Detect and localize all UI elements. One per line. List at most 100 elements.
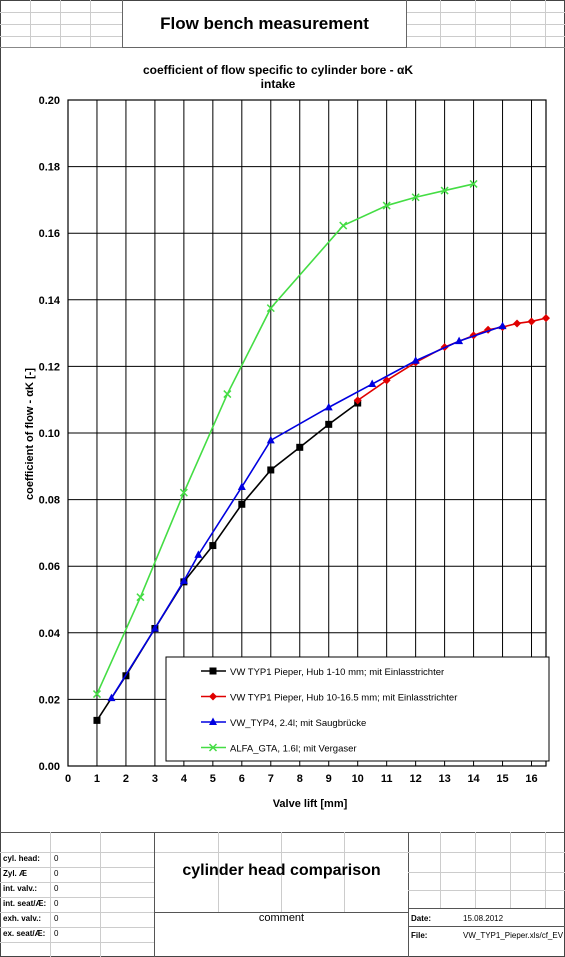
file-value: VW_TYP1_Pieper.xls/cf_EV — [463, 931, 563, 940]
field-label-ex-seat: ex. seat/Æ: — [3, 929, 46, 938]
x-axis-label: Valve lift [mm] — [273, 798, 348, 810]
x-tick-label: 9 — [326, 773, 332, 785]
y-tick-label: 0.00 — [39, 761, 60, 773]
footer: cyl. head: 0 Zyl. Æ 0 int. valv.: 0 int.… — [0, 832, 565, 957]
data-point — [382, 201, 391, 210]
field-value-int-valv: 0 — [54, 884, 59, 893]
y-tick-label: 0.08 — [39, 495, 60, 507]
field-value-zyl: 0 — [54, 869, 59, 878]
series-group — [92, 179, 550, 724]
y-tick-label: 0.18 — [39, 162, 60, 174]
data-point — [411, 193, 420, 202]
field-label-exh-valv: exh. valv.: — [3, 914, 42, 923]
y-tick-label: 0.12 — [39, 361, 60, 373]
y-tick-label: 0.04 — [39, 628, 61, 640]
data-point — [194, 550, 203, 558]
chart-title: coefficient of flow specific to cylinder… — [143, 63, 413, 77]
x-tick-label: 13 — [438, 773, 450, 785]
x-tick-label: 3 — [152, 773, 158, 785]
y-tick-label: 0.06 — [39, 561, 60, 573]
legend-marker — [209, 692, 217, 701]
data-point — [93, 716, 101, 724]
legend-item: VW TYP1 Pieper, Hub 10-16.5 mm; mit Einl… — [201, 692, 457, 704]
legend-marker — [209, 667, 217, 675]
data-point — [267, 466, 275, 474]
data-point — [107, 693, 116, 702]
x-tick-label: 0 — [65, 773, 71, 785]
legend-item: VW_TYP4, 2.4l; mit Saugbrücke — [201, 717, 366, 729]
data-point — [339, 221, 348, 230]
x-tick-label: 7 — [268, 773, 274, 785]
x-tick-label: 11 — [381, 773, 393, 785]
field-label-zyl: Zyl. Æ — [3, 869, 28, 878]
data-point — [209, 542, 217, 550]
x-tick-label: 5 — [210, 773, 216, 785]
data-point — [325, 420, 333, 428]
file-label: File: — [411, 931, 428, 940]
field-value-int-seat: 0 — [54, 899, 59, 908]
x-tick-label: 8 — [297, 773, 303, 785]
x-tick-label: 1 — [94, 773, 100, 785]
data-point — [498, 321, 507, 330]
data-point — [324, 402, 333, 411]
y-axis-label: coefficient of flow - αK [-] — [24, 368, 36, 500]
date-value: 15.08.2012 — [463, 914, 504, 923]
legend-marker — [209, 717, 217, 725]
page-title: Flow bench measurement — [122, 0, 407, 48]
legend-label: VW TYP1 Pieper, Hub 10-16.5 mm; mit Einl… — [230, 693, 457, 704]
data-point — [455, 336, 464, 345]
legend-label: ALFA_GTA, 1.6l; mit Vergaser — [230, 744, 357, 755]
field-label-cyl-head: cyl. head: — [3, 854, 40, 863]
data-point — [150, 623, 159, 632]
y-tick-label: 0.20 — [39, 95, 60, 107]
series-2 — [107, 321, 507, 702]
data-point — [382, 376, 391, 385]
y-tick-label: 0.10 — [39, 428, 60, 440]
data-point — [368, 379, 377, 388]
data-point — [238, 500, 246, 508]
footer-comment: comment — [258, 912, 305, 924]
field-value-ex-seat: 0 — [54, 929, 59, 938]
data-point — [136, 593, 145, 602]
data-point — [542, 314, 550, 323]
x-tick-label: 12 — [410, 773, 422, 785]
data-point — [223, 390, 232, 399]
x-tick-label: 6 — [239, 773, 245, 785]
data-point — [527, 317, 536, 326]
data-point — [440, 186, 449, 195]
axis-ticks: 0 1 2 3 4 5 6 7 8 9 10 11 12 13 14 15 160.000.020.040.06… — [39, 95, 538, 785]
series-line — [96, 183, 474, 695]
field-value-exh-valv: 0 — [54, 914, 59, 923]
field-value-cyl-head: 0 — [54, 854, 59, 863]
data-point — [266, 304, 275, 313]
y-tick-label: 0.16 — [39, 228, 60, 240]
y-tick-label: 0.14 — [39, 295, 61, 307]
field-label-int-valv: int. valv.: — [3, 884, 38, 893]
legend: VW TYP1 Pieper, Hub 1-10 mm; mit Einlass… — [165, 656, 550, 762]
x-tick-label: 15 — [496, 773, 508, 785]
legend-marker — [208, 743, 218, 752]
x-tick-label: 2 — [123, 773, 129, 785]
y-tick-label: 0.02 — [39, 694, 60, 706]
x-tick-label: 16 — [525, 773, 537, 785]
legend-box — [165, 656, 550, 762]
series-3 — [92, 179, 478, 699]
x-tick-label: 4 — [181, 773, 188, 785]
data-point — [513, 319, 522, 328]
data-point — [296, 443, 304, 451]
data-point — [469, 179, 478, 188]
legend-label: VW_TYP4, 2.4l; mit Saugbrücke — [230, 718, 366, 729]
data-point — [266, 435, 275, 444]
field-label-int-seat: int. seat/Æ: — [3, 899, 47, 908]
flow-chart: coefficient of flow specific to cylinder… — [24, 63, 550, 810]
data-point — [179, 488, 188, 497]
data-point — [237, 482, 246, 490]
legend-label: VW TYP1 Pieper, Hub 1-10 mm; mit Einlass… — [230, 667, 444, 678]
chart-subtitle: intake — [261, 77, 296, 91]
footer-title: cylinder head comparison — [182, 862, 381, 879]
series-line — [357, 317, 547, 402]
legend-item: ALFA_GTA, 1.6l; mit Vergaser — [201, 743, 357, 755]
x-tick-label: 10 — [352, 773, 364, 785]
date-label: Date: — [411, 914, 432, 923]
data-point — [179, 576, 188, 584]
